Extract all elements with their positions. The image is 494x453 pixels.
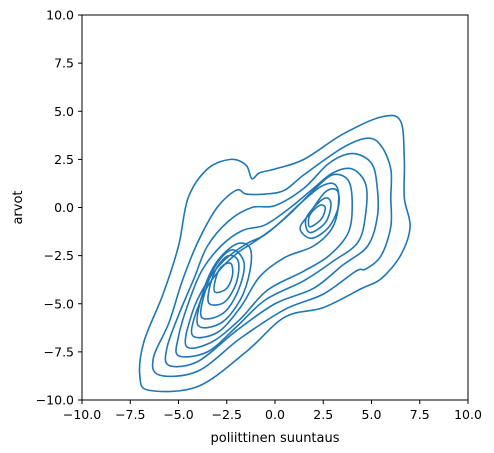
y-tick-label: −5.0 <box>44 296 74 311</box>
x-tick-label: 2.5 <box>313 407 333 422</box>
x-axis-label: poliittinen suuntaus <box>210 431 339 446</box>
contour-line <box>151 137 393 378</box>
y-tick-label: 7.5 <box>54 56 74 71</box>
x-tick-label: −10.0 <box>63 407 101 422</box>
contour-line <box>304 197 332 234</box>
x-tick-label: 7.5 <box>410 407 430 422</box>
kde-contour-lines <box>138 114 411 393</box>
y-tick-label: −2.5 <box>44 248 74 263</box>
x-tick-label: −7.5 <box>115 407 145 422</box>
y-tick-label: 2.5 <box>54 152 74 167</box>
x-axis-ticks: −10.0 −7.5 −5.0 −2.5 0.0 2.5 5.0 7.5 10.0 <box>63 400 482 422</box>
y-tick-label: 10.0 <box>46 8 74 23</box>
contour-line <box>184 173 353 349</box>
y-axis-ticks: −10.0 −7.5 −5.0 −2.5 0.0 2.5 5.0 7.5 10.0 <box>36 8 82 408</box>
contour-line <box>175 167 368 358</box>
contour-line <box>164 152 380 368</box>
contour-line <box>199 249 246 320</box>
y-axis-label: arvot <box>11 190 26 224</box>
y-tick-label: −10.0 <box>36 393 74 408</box>
plot-area-frame <box>81 14 469 401</box>
contour-line <box>138 114 411 393</box>
contour-line <box>307 204 327 228</box>
x-tick-label: 10.0 <box>454 407 482 422</box>
contour-line <box>207 254 240 306</box>
contour-line <box>299 187 341 240</box>
contour-line <box>213 262 234 294</box>
y-tick-label: 5.0 <box>54 104 74 119</box>
x-tick-label: −5.0 <box>163 407 193 422</box>
contour-line <box>196 242 253 329</box>
x-tick-label: −2.5 <box>212 407 242 422</box>
x-tick-label: 5.0 <box>362 407 382 422</box>
y-tick-label: 0.0 <box>54 200 74 215</box>
x-tick-label: 0.0 <box>265 407 285 422</box>
y-tick-label: −7.5 <box>44 344 74 359</box>
contour-line <box>190 182 340 339</box>
